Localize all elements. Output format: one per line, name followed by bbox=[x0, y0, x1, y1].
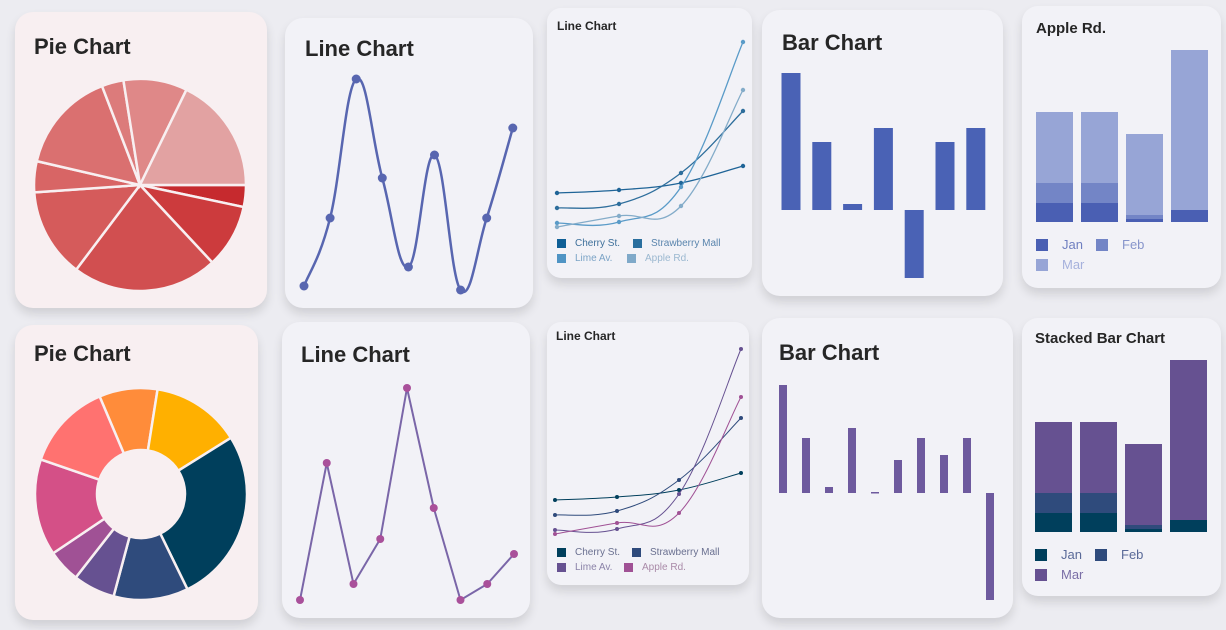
chart-title: Pie Chart bbox=[34, 34, 131, 59]
multi-line-chart-card-2: Line Chart Cherry St. Strawberry Mall Li… bbox=[547, 322, 749, 585]
line-chart-card: Line Chart bbox=[285, 18, 533, 308]
legend-label: Lime Av. bbox=[575, 253, 613, 264]
legend-label: Apple Rd. bbox=[642, 562, 686, 573]
legend-label: Mar bbox=[1061, 567, 1084, 582]
legend-label: Lime Av. bbox=[575, 562, 613, 573]
legend-item[interactable]: Cherry St. bbox=[557, 238, 620, 249]
legend-item[interactable]: Mar bbox=[1035, 567, 1083, 582]
line-chart-card-2: Line Chart bbox=[282, 322, 530, 618]
legend-label: Jan bbox=[1062, 237, 1083, 252]
legend-label: Jan bbox=[1061, 547, 1082, 562]
legend-label: Strawberry Mall bbox=[651, 238, 721, 249]
legend-label: Strawberry Mall bbox=[650, 547, 720, 558]
legend-label: Feb bbox=[1122, 237, 1145, 252]
legend-label: Apple Rd. bbox=[645, 253, 689, 264]
stacked-bar-chart-card-2: Stacked Bar Chart Jan Feb Mar bbox=[1022, 318, 1221, 596]
legend-swatch bbox=[1036, 258, 1048, 271]
legend-label: Mar bbox=[1062, 257, 1085, 272]
chart-title: Line Chart bbox=[557, 19, 617, 33]
legend-swatch bbox=[557, 239, 566, 248]
donut-chart-card: Pie Chart bbox=[15, 325, 258, 620]
chart-title: Line Chart bbox=[301, 342, 410, 367]
legend-swatch bbox=[557, 563, 566, 572]
chart-title: Pie Chart bbox=[34, 341, 131, 366]
legend-swatch bbox=[1096, 238, 1108, 251]
legend-item[interactable]: Strawberry Mall bbox=[633, 238, 720, 249]
legend-label: Cherry St. bbox=[575, 547, 621, 558]
legend-item[interactable]: Lime Av. bbox=[557, 253, 612, 264]
legend-item[interactable]: Jan bbox=[1035, 547, 1082, 562]
chart-title: Apple Rd. bbox=[1036, 20, 1106, 37]
legend-item[interactable]: Cherry St. bbox=[557, 547, 620, 558]
legend-item[interactable]: Apple Rd. bbox=[627, 253, 689, 264]
legend-swatch bbox=[1095, 548, 1107, 561]
chart-title: Line Chart bbox=[305, 36, 414, 61]
legend-swatch bbox=[1036, 238, 1048, 251]
chart-title: Line Chart bbox=[556, 329, 616, 343]
chart-title: Bar Chart bbox=[782, 30, 883, 55]
legend-label: Feb bbox=[1121, 547, 1144, 562]
legend-label: Cherry St. bbox=[575, 238, 621, 249]
legend-item[interactable]: Jan bbox=[1036, 237, 1083, 252]
legend-item[interactable]: Feb bbox=[1095, 547, 1143, 562]
chart-title: Stacked Bar Chart bbox=[1035, 330, 1166, 347]
legend-item[interactable]: Feb bbox=[1096, 237, 1144, 252]
pie-chart-card: Pie Chart bbox=[15, 12, 267, 308]
legend-swatch bbox=[1035, 568, 1047, 581]
legend-swatch bbox=[627, 254, 636, 263]
legend-swatch bbox=[633, 239, 642, 248]
legend-swatch bbox=[1035, 548, 1047, 561]
legend-item[interactable]: Mar bbox=[1036, 257, 1084, 272]
legend-item[interactable]: Lime Av. bbox=[557, 562, 612, 573]
multi-line-chart-card: Line Chart Cherry St. Strawberry Mall Li… bbox=[547, 8, 752, 278]
legend-swatch bbox=[557, 548, 566, 557]
chart-title: Bar Chart bbox=[779, 340, 880, 365]
bar-chart-card-2: Bar Chart bbox=[762, 318, 1013, 618]
legend-item[interactable]: Strawberry Mall bbox=[632, 547, 719, 558]
bar-chart-card: Bar Chart bbox=[762, 10, 1003, 296]
legend-item[interactable]: Apple Rd. bbox=[624, 562, 686, 573]
legend-swatch bbox=[632, 548, 641, 557]
legend-swatch bbox=[624, 563, 633, 572]
legend-swatch bbox=[557, 254, 566, 263]
stacked-bar-chart-card: Apple Rd. Jan Feb Mar bbox=[1022, 6, 1221, 288]
